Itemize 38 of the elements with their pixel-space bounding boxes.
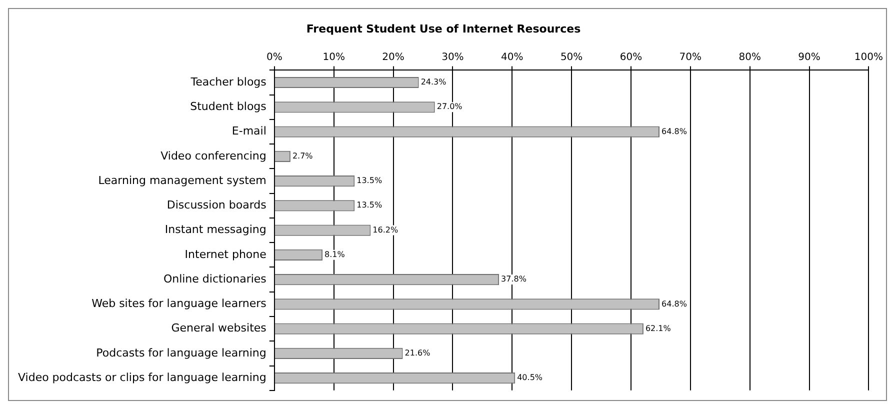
data-label: 40.5%: [517, 373, 543, 382]
x-tick-label: 0%: [266, 52, 282, 63]
x-tick-label: 20%: [382, 52, 404, 63]
data-label: 27.0%: [436, 102, 463, 112]
y-tick-label: Internet phone: [184, 248, 267, 261]
chart-title: Frequent Student Use of Internet Resources: [306, 22, 582, 36]
y-tick-label: E-mail: [232, 124, 266, 138]
data-label: 64.8%: [662, 299, 688, 308]
data-label: 13.5%: [356, 176, 382, 186]
y-tick-label: Video podcasts or clips for language learning: [18, 370, 266, 384]
x-tick-label: 60%: [620, 52, 642, 63]
x-tick-label: 70%: [679, 52, 702, 63]
y-tick-label: Instant messaging: [164, 223, 266, 236]
y-tick-label: Video conferencing: [160, 149, 266, 162]
x-tick-label: 30%: [442, 52, 464, 63]
x-tick-label: 80%: [738, 52, 761, 63]
data-label: 21.6%: [404, 348, 431, 358]
y-tick-label: Web sites for language learners: [92, 297, 267, 310]
data-label: 37.8%: [501, 274, 527, 284]
x-tick-label: 90%: [798, 52, 820, 63]
x-tick-label: 100%: [854, 52, 883, 63]
y-tick-label: Discussion boards: [166, 198, 267, 212]
x-tick-label: 50%: [560, 52, 583, 63]
y-tick-label: Online dictionaries: [163, 272, 267, 286]
x-tick-label: 40%: [501, 52, 524, 63]
data-label: 24.3%: [420, 78, 447, 87]
y-tick-label: General websites: [171, 322, 267, 335]
data-label: 2.7%: [292, 151, 314, 160]
data-label: 62.1%: [645, 324, 672, 333]
x-tick-label: 10%: [322, 52, 345, 63]
y-tick-label: Podcasts for language learning: [96, 346, 266, 360]
data-label: 8.1%: [324, 250, 346, 260]
y-tick-label: Teacher blogs: [190, 75, 267, 88]
data-label: 13.5%: [356, 200, 382, 210]
y-tick-label: Learning management system: [98, 174, 266, 187]
y-tick-label: Student blogs: [190, 100, 267, 114]
data-label: 64.8%: [662, 126, 688, 136]
data-label: 16.2%: [372, 225, 398, 234]
